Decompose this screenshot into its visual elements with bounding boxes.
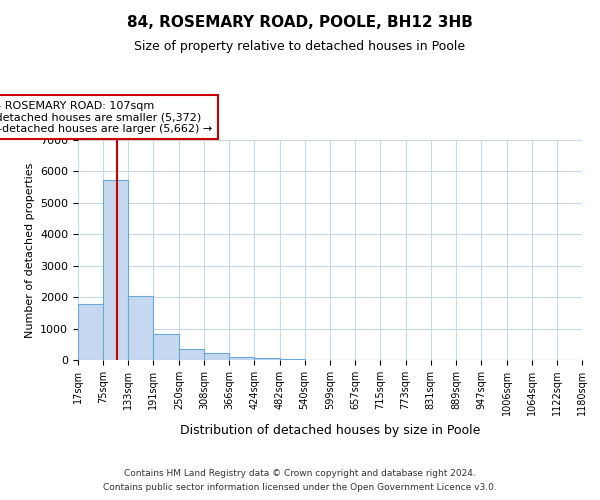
Bar xyxy=(103,180,128,360)
Bar xyxy=(179,348,204,360)
Bar xyxy=(78,304,103,360)
Bar xyxy=(204,353,229,360)
Bar xyxy=(128,296,154,360)
Text: Size of property relative to detached houses in Poole: Size of property relative to detached ho… xyxy=(134,40,466,53)
Text: Contains HM Land Registry data © Crown copyright and database right 2024.: Contains HM Land Registry data © Crown c… xyxy=(124,468,476,477)
X-axis label: Distribution of detached houses by size in Poole: Distribution of detached houses by size … xyxy=(180,424,480,436)
Text: Contains public sector information licensed under the Open Government Licence v3: Contains public sector information licen… xyxy=(103,484,497,492)
Bar xyxy=(254,358,280,360)
Y-axis label: Number of detached properties: Number of detached properties xyxy=(25,162,35,338)
Text: 84 ROSEMARY ROAD: 107sqm
← 48% of detached houses are smaller (5,372)
51% of sem: 84 ROSEMARY ROAD: 107sqm ← 48% of detach… xyxy=(0,100,212,134)
Text: 84, ROSEMARY ROAD, POOLE, BH12 3HB: 84, ROSEMARY ROAD, POOLE, BH12 3HB xyxy=(127,15,473,30)
Bar xyxy=(229,357,254,360)
Bar xyxy=(154,334,179,360)
